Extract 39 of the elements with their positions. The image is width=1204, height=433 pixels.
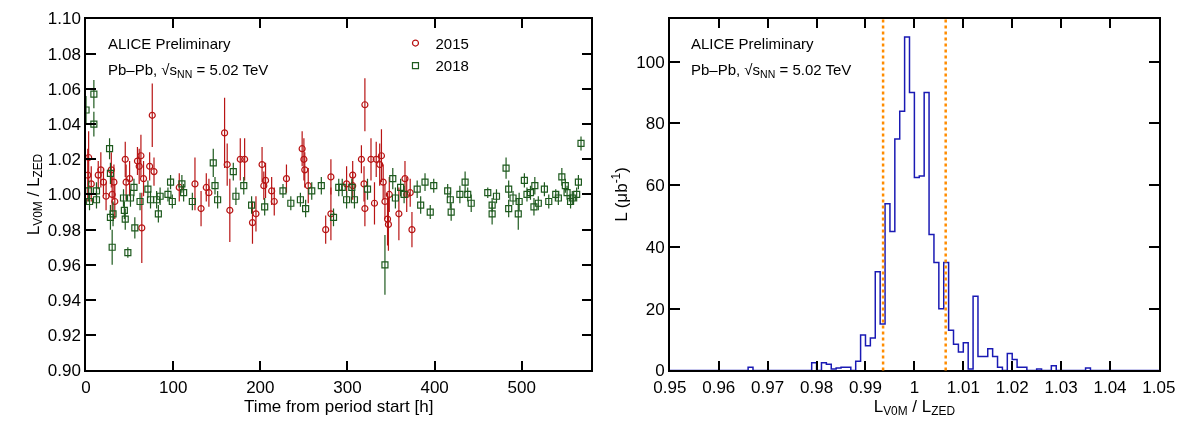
y-tick-label: 0.94 — [47, 290, 81, 310]
x-tick-label: 0.96 — [702, 377, 736, 397]
x-tick-label: 300 — [333, 377, 362, 397]
x-tick-label: 200 — [246, 377, 275, 397]
y-tick-label: 1.06 — [47, 79, 81, 99]
y-tick-label: 1.02 — [47, 150, 81, 170]
x-tick-label: 1.05 — [1142, 377, 1176, 397]
x-tick-label: 1.04 — [1093, 377, 1127, 397]
x-tick-label: 500 — [507, 377, 536, 397]
x-tick-label: 1 — [909, 377, 920, 397]
x-tick-label: 0.98 — [800, 377, 834, 397]
y-tick-label: 1.04 — [47, 115, 81, 135]
y-tick-label: 80 — [645, 114, 665, 134]
y-tick-label: 0.90 — [47, 361, 81, 381]
y-tick-label: 100 — [636, 52, 665, 72]
x-tick-label: 400 — [420, 377, 449, 397]
y-tick-label: 1.10 — [47, 9, 81, 29]
annotation: ALICE Preliminary — [108, 35, 232, 52]
x-tick-label: 0.99 — [848, 377, 883, 397]
x-tick-label: 1.01 — [946, 377, 980, 397]
y-tick-label: 40 — [645, 237, 665, 257]
y-tick-label: 1.08 — [47, 44, 81, 64]
y-tick-label: 1.00 — [47, 185, 81, 205]
legend-label: 2015 — [435, 34, 469, 52]
x-tick-label: 1.02 — [995, 377, 1029, 397]
x-axis-title: Time from period start [h] — [244, 396, 434, 416]
annotation: Pb–Pb, √s$_{NN}$ = 5.02 TeV — [691, 61, 852, 81]
x-tick-label: 100 — [158, 377, 188, 397]
x-axis-title: L$_{V0M}$ / L$_{ZED}$ — [873, 396, 956, 419]
legend-label: 2018 — [435, 57, 469, 75]
annotation: Pb–Pb, √s$_{NN}$ = 5.02 TeV — [108, 61, 269, 81]
y-tick-label: 0.92 — [47, 326, 81, 346]
x-tick-label: 0.97 — [751, 377, 785, 397]
y-tick-label: 60 — [645, 176, 665, 196]
y-tick-label: 20 — [645, 299, 665, 319]
y-tick-label: 0.96 — [47, 255, 81, 275]
y-tick-label: 0.98 — [47, 220, 81, 240]
x-tick-label: 1.03 — [1044, 377, 1078, 397]
annotation: ALICE Preliminary — [691, 35, 815, 52]
